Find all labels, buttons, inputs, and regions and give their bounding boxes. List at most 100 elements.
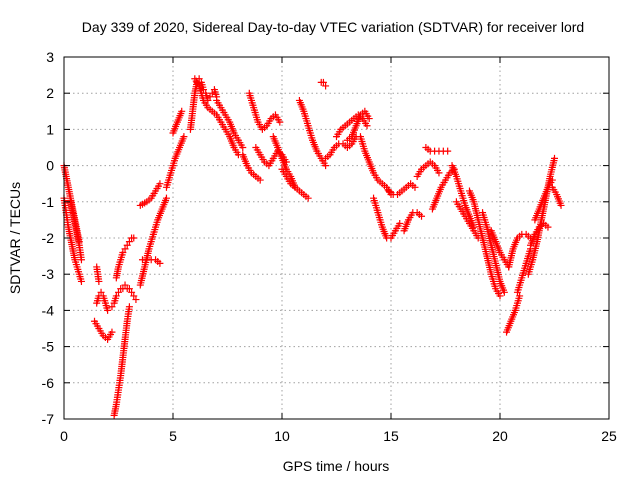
series-arc13 — [162, 133, 188, 191]
series-arc31 — [400, 209, 426, 235]
data-point — [97, 288, 105, 296]
series-arc08 — [108, 281, 140, 311]
y-tick-label: 3 — [46, 49, 54, 65]
data-point — [132, 296, 140, 304]
series-arc04 — [91, 317, 116, 343]
y-tick-label: -3 — [42, 266, 55, 282]
data-points — [60, 75, 565, 419]
data-point — [435, 169, 443, 177]
series-arc22 — [278, 165, 312, 202]
series-arc11 — [138, 256, 164, 267]
series-arc25 — [322, 133, 360, 162]
series-arc20 — [252, 144, 290, 170]
x-tick-label: 0 — [60, 428, 68, 444]
data-point — [130, 234, 138, 242]
data-point — [551, 154, 558, 162]
series-arc27 — [343, 107, 373, 144]
data-point — [444, 147, 452, 155]
y-tick-label: -6 — [42, 375, 55, 391]
series-arc05 — [93, 288, 112, 314]
y-axis-tick-labels: -7 -6 -5 -4 -3 -2 -1 0 1 2 3 — [42, 49, 55, 427]
series-arc45 — [527, 220, 552, 249]
data-point — [156, 180, 164, 188]
series-arc10 — [136, 194, 170, 289]
grid-lines — [64, 57, 609, 419]
data-point — [115, 288, 122, 296]
data-point — [418, 212, 426, 220]
y-tick-label: -2 — [42, 230, 55, 246]
data-point — [104, 306, 112, 314]
data-point — [156, 259, 164, 267]
y-axis-label: SDTVAR / TECUs — [7, 182, 23, 294]
series-arc33 — [422, 144, 452, 155]
data-point — [121, 245, 129, 253]
x-axis-label: GPS time / hours — [283, 458, 390, 474]
data-point — [123, 241, 131, 249]
x-tick-label: 10 — [274, 428, 290, 444]
series-arc36 — [452, 198, 482, 242]
y-tick-label: 0 — [46, 158, 54, 174]
data-point — [206, 93, 214, 101]
series-arc30 — [385, 180, 419, 199]
series-arc24 — [317, 78, 330, 90]
series-arc07 — [110, 303, 133, 419]
series-arc23 — [295, 96, 330, 170]
series-arc03 — [67, 198, 85, 264]
data-point — [121, 281, 129, 289]
series-arc15 — [186, 75, 221, 133]
series-arc12 — [136, 180, 164, 209]
y-tick-label: -7 — [42, 411, 55, 427]
data-point — [239, 144, 247, 151]
data-point — [322, 162, 330, 170]
data-point — [162, 194, 170, 202]
x-tick-label: 25 — [601, 428, 617, 444]
data-point — [77, 277, 85, 285]
data-point — [496, 292, 504, 300]
series-arc17 — [213, 96, 247, 151]
data-point — [108, 328, 116, 336]
data-point — [130, 292, 138, 300]
series-arc09 — [112, 234, 138, 282]
series-arc01 — [60, 194, 85, 285]
data-point — [363, 122, 371, 130]
data-point — [544, 223, 552, 231]
chart-title: Day 339 of 2020, Sidereal Day-to-day VTE… — [82, 19, 584, 35]
data-point — [516, 292, 524, 300]
data-point — [128, 288, 136, 296]
data-point — [256, 176, 264, 184]
series-arc18 — [239, 151, 264, 184]
data-point — [125, 303, 133, 311]
data-point — [180, 133, 188, 141]
x-tick-label: 15 — [383, 428, 399, 444]
series-arc19 — [245, 89, 284, 133]
data-point — [411, 183, 419, 191]
data-point — [112, 292, 120, 300]
y-tick-label: -1 — [42, 194, 55, 210]
x-tick-label: 5 — [169, 428, 177, 444]
axis-ticks — [63, 56, 610, 420]
series-arc43 — [524, 154, 558, 278]
data-point — [319, 78, 327, 86]
series-arc06 — [93, 263, 103, 285]
data-point — [557, 201, 565, 209]
data-point — [119, 248, 127, 256]
data-point — [125, 238, 133, 246]
y-tick-label: -4 — [42, 302, 55, 318]
data-point — [322, 82, 330, 90]
data-point — [276, 118, 284, 126]
series-arc21 — [269, 133, 299, 191]
series-arc37 — [465, 187, 504, 300]
data-point — [108, 303, 116, 311]
series-arc46 — [548, 183, 565, 209]
data-point — [500, 288, 508, 296]
series-arc32 — [413, 158, 443, 180]
y-tick-label: 2 — [46, 85, 54, 101]
series-arc29 — [370, 194, 404, 242]
y-tick-label: -5 — [42, 339, 55, 355]
data-point — [548, 176, 556, 184]
series-arc14 — [169, 107, 186, 137]
series-arc40 — [503, 292, 524, 336]
x-axis-tick-labels: 0 5 10 15 20 25 — [60, 428, 617, 444]
data-point — [125, 285, 133, 293]
